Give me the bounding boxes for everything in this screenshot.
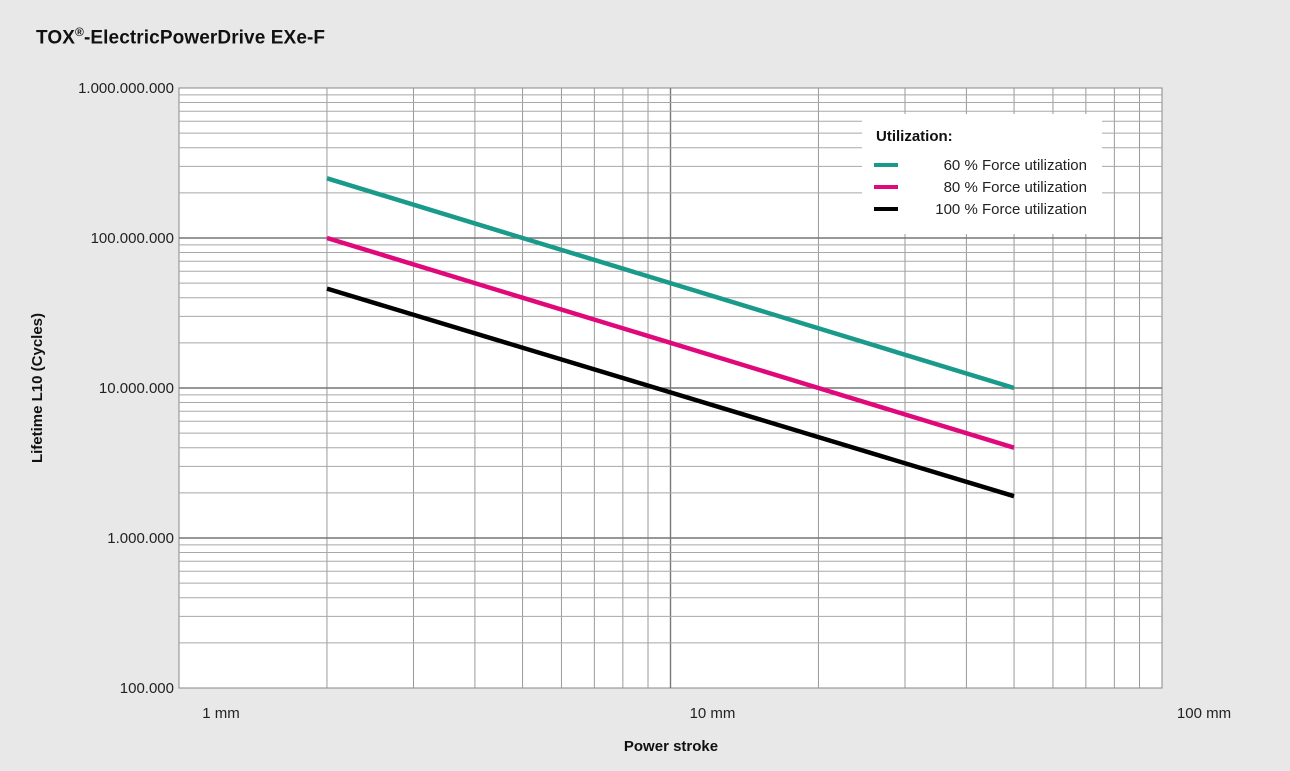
legend-label: 80 % Force utilization (944, 179, 1087, 196)
x-axis-label: Power stroke (624, 738, 718, 755)
legend-label: 100 % Force utilization (935, 201, 1087, 218)
grid (179, 88, 1162, 688)
y-tick-label: 10.000.000 (99, 380, 174, 397)
x-tick-label: 10 mm (690, 705, 736, 722)
chart-title: TOX®-ElectricPowerDrive EXe-F (36, 25, 325, 49)
title-main: TOX (36, 27, 76, 49)
legend-title: Utilization: (876, 128, 953, 145)
y-tick-label: 1.000.000.000 (78, 80, 174, 97)
title-registered-mark: ® (75, 25, 84, 39)
y-axis-label: Lifetime L10 (Cycles) (29, 313, 46, 463)
legend: Utilization: 60 % Force utilization 80 % … (862, 114, 1102, 234)
series-lines (326, 176, 1015, 499)
y-tick-label: 1.000.000 (107, 530, 174, 547)
title-rest: -ElectricPowerDrive EXe-F (83, 27, 326, 49)
series-line-1 (326, 176, 1015, 391)
legend-label: 60 % Force utilization (944, 157, 1087, 174)
series-line-2 (326, 235, 1015, 450)
x-tick-labels: 1 mm 10 mm 100 mm (202, 705, 1231, 722)
x-tick-label: 1 mm (202, 705, 240, 722)
legend-box (862, 114, 1102, 234)
y-tick-labels: 100.000 1.000.000 10.000.000 100.000.000 1.0… (78, 80, 174, 697)
y-tick-label: 100.000 (120, 680, 174, 697)
y-tick-label: 100.000.000 (91, 230, 174, 247)
series-line-3 (326, 286, 1015, 499)
legend-items: 60 % Force utilization 80 % Force utiliza… (874, 157, 1087, 218)
x-tick-label: 100 mm (1177, 705, 1231, 722)
